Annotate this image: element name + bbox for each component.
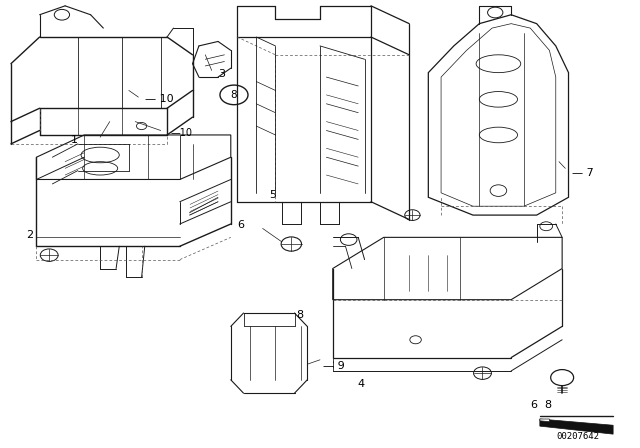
Text: —10: —10 (170, 128, 192, 138)
Text: — 10: — 10 (145, 95, 173, 104)
Text: 2: 2 (26, 230, 33, 240)
Text: 5: 5 (269, 190, 276, 200)
Text: 1: 1 (71, 135, 78, 145)
Polygon shape (540, 419, 613, 434)
Text: 3: 3 (218, 69, 225, 78)
Text: 8: 8 (545, 400, 552, 410)
Polygon shape (540, 419, 549, 422)
Text: 00207642: 00207642 (557, 432, 600, 441)
Text: 6: 6 (530, 400, 537, 410)
Text: 8: 8 (296, 310, 303, 320)
Text: 6: 6 (237, 220, 244, 230)
Text: — 9: — 9 (323, 362, 345, 371)
Text: 4: 4 (358, 379, 365, 389)
Text: 8: 8 (230, 90, 237, 100)
Text: — 7: — 7 (572, 168, 593, 178)
